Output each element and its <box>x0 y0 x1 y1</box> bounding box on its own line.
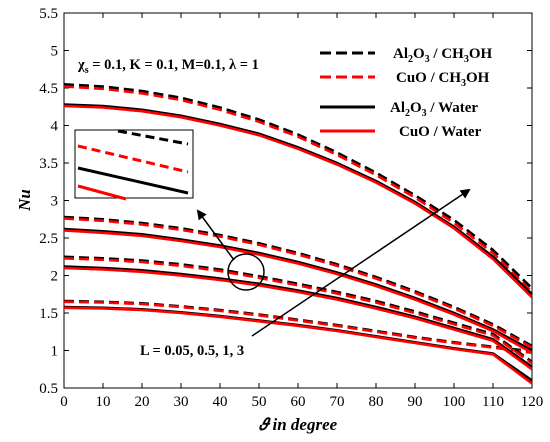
x-tick-label: 120 <box>521 394 544 410</box>
y-tick-label: 2.5 <box>39 231 58 247</box>
series-line-al2o3-water-L1 <box>64 227 532 352</box>
x-tick-label: 10 <box>96 394 111 410</box>
y-tick-label: 1 <box>51 344 59 360</box>
series-line-cuo-ch3oh-L3 <box>64 85 532 293</box>
y-tick-label: 3.5 <box>39 156 58 172</box>
y-tick-label: 4 <box>51 119 59 135</box>
series-line-al2o3-ch3oh-L3 <box>64 83 532 290</box>
series-line-cuo-water-L1 <box>64 229 532 354</box>
parameter-text: χs = 0.1, K = 0.1, M=0.1, λ = 1 <box>77 57 259 76</box>
series-lines <box>64 83 532 385</box>
zoom-inset <box>74 129 194 201</box>
x-tick-label: 90 <box>408 394 423 410</box>
legend-label-cuo-water: CuO / Water <box>399 124 482 140</box>
L-increase-arrow <box>251 188 471 337</box>
inset-line-al2o3-ch3oh <box>117 129 189 146</box>
legend-label-al2o3-water: Al2O3 / Water <box>390 100 478 119</box>
inset-line-cuo-water <box>77 184 127 201</box>
x-tick-label: 0 <box>60 394 68 410</box>
x-tick-label: 30 <box>174 394 189 410</box>
axis-ticks: 0 10 20 30 40 50 60 70 80 90 100 110 120 0.5 1 1.5 2 2.5 3… <box>39 6 543 410</box>
x-tick-label: 60 <box>291 394 306 410</box>
series-line-cuo-ch3oh-L0_05 <box>64 300 532 355</box>
series-line-cuo-ch3oh-L1 <box>64 217 532 349</box>
legend-label-cuo-ch3oh: CuO / CH3OH <box>396 70 490 89</box>
series-line-al2o3-water-L0_5 <box>64 265 532 369</box>
series-line-cuo-ch3oh-L0_5 <box>64 257 532 365</box>
y-tick-label: 0.5 <box>39 381 58 397</box>
x-tick-label: 110 <box>482 394 504 410</box>
inset-line-cuo-ch3oh <box>77 144 189 174</box>
series-line-cuo-water-L0_05 <box>64 306 532 385</box>
x-tick-label: 100 <box>443 394 466 410</box>
x-tick-label: 20 <box>135 394 150 410</box>
inset-line-al2o3-water <box>77 166 189 195</box>
series-line-al2o3-ch3oh-L1 <box>64 215 532 348</box>
zoom-arrow <box>196 209 235 261</box>
x-tick-label: 50 <box>252 394 267 410</box>
y-tick-label: 5.5 <box>39 6 58 22</box>
x-tick-label: 40 <box>213 394 228 410</box>
series-line-cuo-water-L0_5 <box>64 266 532 371</box>
y-tick-label: 3 <box>51 194 59 210</box>
L-annotation: L = 0.05, 0.5, 1, 3 <box>140 343 244 359</box>
y-tick-label: 1.5 <box>39 306 58 322</box>
series-line-cuo-water-L3 <box>64 104 532 299</box>
zoom-circle <box>227 253 265 291</box>
y-tick-label: 2 <box>51 269 59 285</box>
y-tick-label: 5 <box>51 44 59 60</box>
x-tick-label: 70 <box>330 394 345 410</box>
y-axis-label: Nu <box>15 189 34 212</box>
y-tick-label: 4.5 <box>39 81 58 97</box>
x-tick-label: 80 <box>369 394 384 410</box>
series-line-al2o3-ch3oh-L0_5 <box>64 255 532 363</box>
x-axis-label: 𝜗 in degree <box>259 415 338 434</box>
